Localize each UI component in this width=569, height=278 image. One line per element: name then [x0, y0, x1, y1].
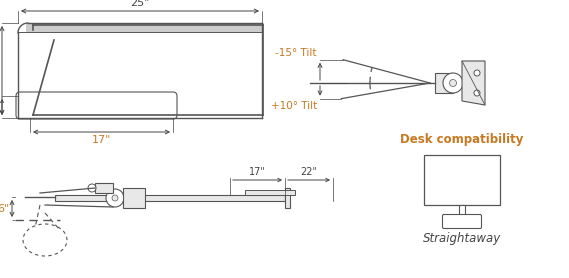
Circle shape: [450, 80, 456, 86]
Bar: [435, 73, 453, 93]
Circle shape: [106, 189, 124, 207]
Text: +10° Tilt: +10° Tilt: [271, 101, 317, 111]
FancyBboxPatch shape: [443, 215, 481, 229]
FancyBboxPatch shape: [16, 92, 177, 119]
Circle shape: [474, 90, 480, 96]
Circle shape: [443, 73, 463, 93]
Bar: [285, 188, 290, 208]
Bar: [95, 183, 113, 193]
Circle shape: [112, 195, 118, 201]
Text: 17": 17": [92, 135, 111, 145]
Text: Straightaway: Straightaway: [423, 232, 501, 245]
Bar: [26, 23, 262, 32]
Text: 6": 6": [0, 203, 10, 214]
Polygon shape: [462, 61, 485, 105]
Bar: [55, 195, 285, 201]
Bar: [459, 205, 465, 215]
Text: 25": 25": [130, 0, 150, 8]
Bar: [245, 190, 295, 195]
Text: -15° Tilt: -15° Tilt: [275, 48, 317, 58]
Circle shape: [474, 70, 480, 76]
Text: Desk compatibility: Desk compatibility: [401, 133, 523, 146]
Circle shape: [130, 202, 135, 207]
Text: 17": 17": [249, 167, 266, 177]
Bar: [123, 188, 145, 208]
Circle shape: [88, 184, 96, 192]
Bar: [424, 155, 500, 205]
Text: 22": 22": [300, 167, 318, 177]
Circle shape: [130, 190, 135, 195]
